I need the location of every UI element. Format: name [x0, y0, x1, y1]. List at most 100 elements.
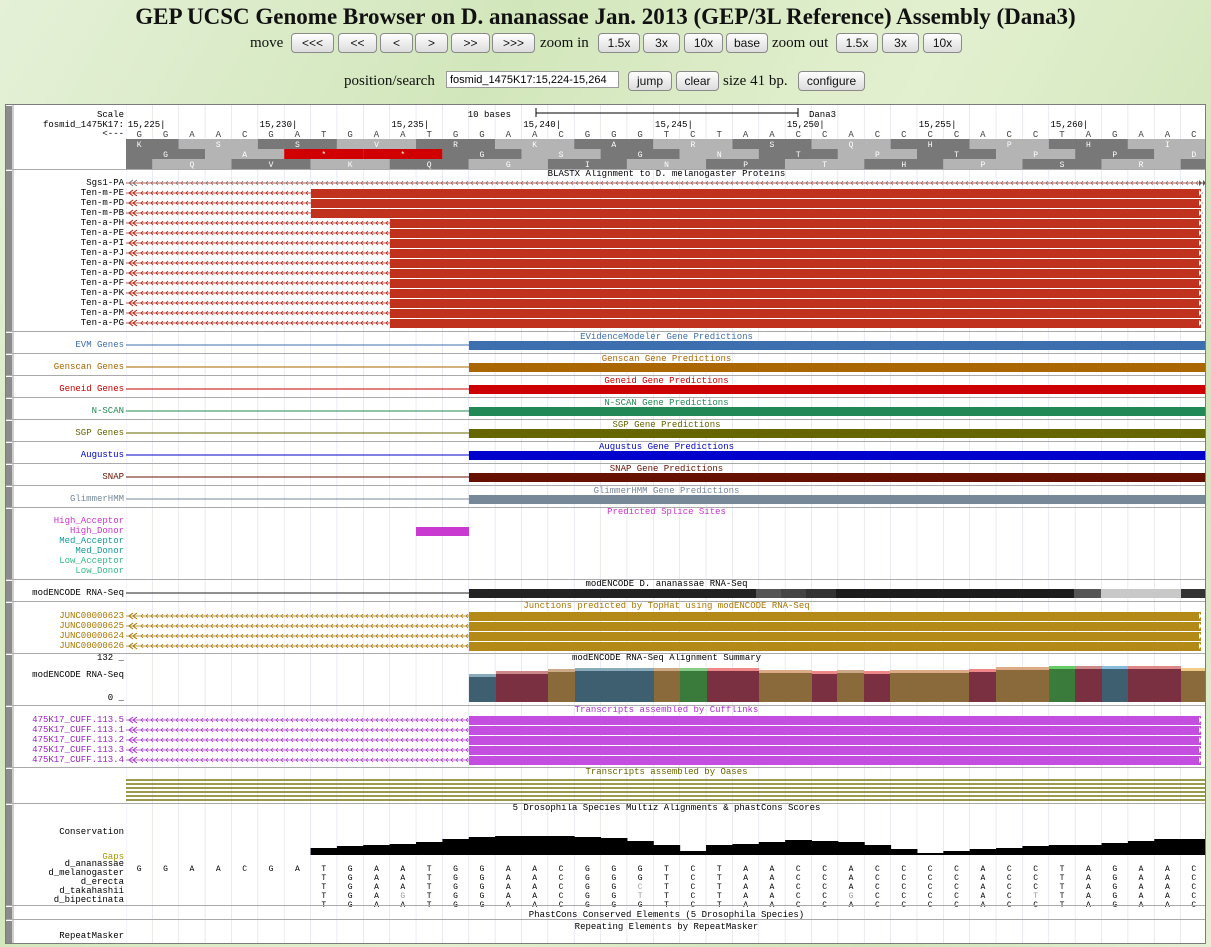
gene-track-label[interactable]: EVM Genes	[75, 340, 124, 350]
blastx-label[interactable]: Ten-a-PJ	[80, 248, 124, 258]
track-drag-handle[interactable]	[6, 486, 12, 508]
species-label[interactable]: d_takahashii	[59, 886, 124, 896]
cufflinks-label[interactable]: 475K17_CUFF.113.2	[32, 735, 124, 745]
blastx-label[interactable]: Ten-m-PE	[80, 188, 124, 198]
cufflinks-label[interactable]: 475K17_CUFF.113.4	[32, 755, 124, 765]
alignment-base: A	[770, 874, 775, 883]
gene-track-label[interactable]: Geneid Genes	[59, 384, 124, 394]
move-left-far-button[interactable]: <<	[338, 33, 377, 53]
rnaseq-label[interactable]: modENCODE RNA-Seq	[32, 588, 124, 598]
configure-button[interactable]: configure	[798, 71, 865, 91]
summary-max-label[interactable]: 132 _	[96, 653, 124, 663]
amino-acid-letter: *	[321, 151, 326, 160]
blastx-label[interactable]: Ten-a-PH	[80, 218, 124, 228]
position-search-input[interactable]: fosmid_1475K17:15,224-15,264	[446, 71, 619, 88]
species-label[interactable]: d_ananassae	[64, 859, 124, 869]
gene-track-label[interactable]: SNAP	[102, 472, 124, 482]
track-image[interactable]: Scale fosmid_1475K17: <--- Sgs1-PA Ten-m-PE T…	[5, 104, 1206, 944]
track-drag-handle[interactable]	[6, 768, 12, 803]
blastx-label[interactable]: Sgs1-PA	[86, 178, 124, 188]
conservation-bar	[969, 849, 997, 855]
move-end-button[interactable]: >>>	[492, 33, 535, 53]
track-drag-handle[interactable]	[6, 706, 12, 767]
gene-track-label[interactable]: GlimmerHMM	[69, 494, 124, 504]
alignment-base: T	[321, 865, 326, 874]
track-drag-handle[interactable]	[6, 332, 12, 354]
summary-min-label[interactable]: 0 _	[107, 693, 124, 703]
blastx-label[interactable]: Ten-a-PL	[80, 298, 124, 308]
track-drag-handle[interactable]	[6, 170, 12, 331]
splice-label[interactable]: Low_Donor	[75, 566, 124, 576]
move-right-far-button[interactable]: >>	[451, 33, 490, 53]
blastx-label[interactable]: Ten-a-PF	[80, 278, 124, 288]
blastx-label[interactable]: Ten-a-PE	[80, 228, 124, 238]
blastx-label[interactable]: Ten-a-PM	[80, 308, 124, 318]
track-drag-handle[interactable]	[6, 376, 12, 398]
junction-label[interactable]: JUNC00000625	[59, 621, 124, 631]
cufflinks-label[interactable]: 475K17_CUFF.113.5	[32, 715, 124, 725]
track-drag-handle[interactable]	[6, 420, 12, 442]
blastx-label[interactable]: Ten-a-PG	[80, 318, 124, 328]
zoom-in-1-5x-button[interactable]: 1.5x	[598, 33, 640, 53]
repeatmasker-label[interactable]: RepeatMasker	[59, 931, 124, 941]
track-drag-handle[interactable]	[6, 442, 12, 464]
splice-label[interactable]: High_Acceptor	[53, 516, 124, 526]
move-start-button[interactable]: <<<	[291, 33, 334, 53]
zoom-out-1-5x-button[interactable]: 1.5x	[836, 33, 878, 53]
move-right-button[interactable]: >	[415, 33, 448, 53]
blastx-label[interactable]: Ten-a-PD	[80, 268, 124, 278]
splice-label[interactable]: Low_Acceptor	[59, 556, 124, 566]
zoom-out-3x-button[interactable]: 3x	[882, 33, 919, 53]
track-drag-handle[interactable]	[6, 580, 12, 602]
clear-button[interactable]: clear	[676, 71, 719, 91]
track-drag-handle[interactable]	[6, 508, 12, 579]
track-drag-handle[interactable]	[6, 105, 12, 170]
junction-label[interactable]: JUNC00000623	[59, 611, 124, 621]
track-drag-handle[interactable]	[6, 464, 12, 486]
track-drag-handle[interactable]	[6, 602, 12, 653]
chrom-label[interactable]: fosmid_1475K17:	[42, 120, 124, 130]
blastx-label[interactable]: Ten-m-PD	[80, 198, 124, 208]
splice-label[interactable]: Med_Acceptor	[59, 536, 124, 546]
splice-label[interactable]: Med_Donor	[75, 546, 124, 556]
blastx-block	[390, 239, 1201, 248]
cufflinks-label[interactable]: 475K17_CUFF.113.1	[32, 725, 124, 735]
zoom-in-10x-button[interactable]: 10x	[684, 33, 723, 53]
gene-track-label[interactable]: Genscan Genes	[53, 362, 124, 372]
junction-label[interactable]: JUNC00000626	[59, 641, 124, 651]
gaps-label[interactable]: Gaps	[102, 852, 124, 862]
track-drag-handle[interactable]	[6, 804, 12, 905]
junction-label[interactable]: JUNC00000624	[59, 631, 124, 641]
species-label[interactable]: d_erecta	[80, 877, 124, 887]
track-area[interactable]: 10 bases Dana3 15,225| 15,230| 15,235| 15,240…	[126, 105, 1205, 943]
strand-label[interactable]: <---	[102, 129, 124, 139]
left-arrow	[132, 756, 138, 764]
gene-track-label[interactable]: Augustus	[80, 450, 124, 460]
blastx-label[interactable]: Ten-a-PN	[80, 258, 124, 268]
cufflinks-label[interactable]: 475K17_CUFF.113.3	[32, 745, 124, 755]
track-drag-handle[interactable]	[6, 654, 12, 705]
zoom-in-3x-button[interactable]: 3x	[643, 33, 680, 53]
track-drag-handle[interactable]	[6, 354, 12, 376]
splice-label[interactable]: High_Donor	[69, 526, 124, 536]
cufflinks-strand	[140, 747, 469, 753]
blastx-label[interactable]: Ten-m-PB	[80, 208, 124, 218]
gene-track-label[interactable]: SGP Genes	[75, 428, 124, 438]
track-drag-handle[interactable]	[6, 920, 12, 943]
zoom-base-button[interactable]: base	[726, 33, 768, 53]
species-label[interactable]: d_melanogaster	[48, 868, 124, 878]
blastx-label[interactable]: Ten-a-PK	[80, 288, 124, 298]
summary-label[interactable]: modENCODE RNA-Seq	[32, 670, 124, 680]
zoom-out-10x-button[interactable]: 10x	[923, 33, 962, 53]
jump-button[interactable]: jump	[628, 71, 672, 91]
gene-track-label[interactable]: N-SCAN	[91, 406, 124, 416]
blastx-label[interactable]: Ten-a-PI	[80, 238, 124, 248]
track-drag-handle[interactable]	[6, 906, 12, 920]
move-left-button[interactable]: <	[380, 33, 413, 53]
species-label[interactable]: d_bipectinata	[53, 895, 124, 905]
rnaseq-coverage-block	[1181, 589, 1205, 598]
alignment-base: G	[480, 874, 485, 883]
track-drag-handle[interactable]	[6, 398, 12, 420]
scale-label[interactable]: Scale	[96, 110, 124, 120]
conservation-label[interactable]: Conservation	[59, 827, 124, 837]
